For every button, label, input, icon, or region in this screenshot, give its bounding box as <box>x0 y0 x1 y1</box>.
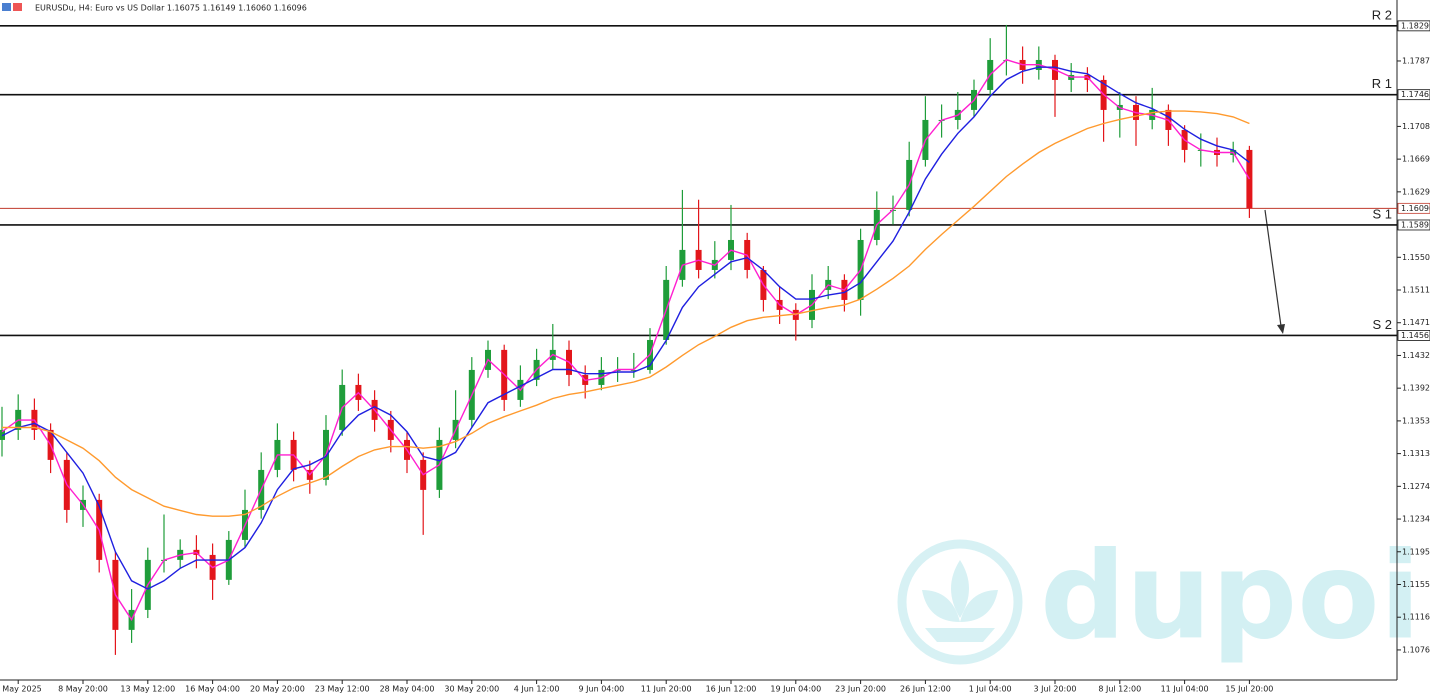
y-tick-label: 1.12740 <box>1402 482 1430 491</box>
x-tick-label: 28 May 04:00 <box>380 685 435 694</box>
y-tick-label: 1.16690 <box>1402 155 1430 164</box>
x-tick-label: 16 Jun 12:00 <box>706 685 757 694</box>
level-price-box <box>1397 89 1430 101</box>
y-tick-label: 1.12345 <box>1402 515 1430 524</box>
x-tick-label: 1 Jul 04:00 <box>969 685 1012 694</box>
level-price-box <box>1397 219 1430 231</box>
forecast-arrow-head <box>1277 324 1285 334</box>
moving-average-line <box>1 66 1250 590</box>
x-tick-label: 11 Jul 04:00 <box>1161 685 1209 694</box>
y-tick-label: 1.13530 <box>1402 416 1430 425</box>
current-price-box <box>1397 202 1430 214</box>
y-tick-label: 1.17085 <box>1402 122 1430 131</box>
y-tick-label: 1.13925 <box>1402 384 1430 393</box>
level-price-box <box>1397 20 1430 32</box>
forecast-arrow <box>1264 209 1282 327</box>
watermark: dupoin <box>1040 528 1430 667</box>
x-tick-label: 8 Jul 12:00 <box>1098 685 1141 694</box>
level-price-label: 1.18299 <box>1401 21 1430 30</box>
y-tick-label: 1.13135 <box>1402 449 1430 458</box>
level-label: S 2 <box>1372 317 1392 332</box>
level-label: R 2 <box>1372 7 1392 22</box>
x-tick-label: 23 Jun 20:00 <box>835 685 886 694</box>
candle-body <box>614 369 621 371</box>
watermark-logo <box>897 539 1023 665</box>
moving-average-line <box>1 58 1250 622</box>
candle-body <box>630 369 637 371</box>
y-tick-label: 1.15505 <box>1402 253 1430 262</box>
y-tick-label: 1.11950 <box>1402 547 1430 556</box>
x-tick-label: 23 May 12:00 <box>315 685 370 694</box>
level-price-label: 1.17468 <box>1401 90 1430 99</box>
y-tick-label: 1.11555 <box>1402 580 1430 589</box>
x-tick-label: 16 May 04:00 <box>185 685 240 694</box>
x-tick-label: 15 Jul 20:00 <box>1225 685 1273 694</box>
x-tick-label: 30 May 20:00 <box>444 685 499 694</box>
x-tick-label: 8 May 20:00 <box>58 685 108 694</box>
x-tick-label: 19 Jun 04:00 <box>770 685 821 694</box>
y-tick-label: 1.16295 <box>1402 187 1430 196</box>
x-tick-label: 11 Jun 20:00 <box>641 685 692 694</box>
y-tick-label: 1.14320 <box>1402 351 1430 360</box>
symbol-icon <box>13 3 22 11</box>
x-tick-label: 4 Jun 12:00 <box>514 685 560 694</box>
current-price-label: 1.16096 <box>1401 204 1430 213</box>
x-tick-label: 26 Jun 12:00 <box>900 685 951 694</box>
chart-title: EURUSDu, H4: Euro vs US Dollar 1.16075 1… <box>35 4 307 13</box>
x-tick-label: 6 May 2025 <box>0 685 42 694</box>
x-tick-label: 20 May 20:00 <box>250 685 305 694</box>
level-label: R 1 <box>1372 76 1392 91</box>
y-tick-label: 1.14715 <box>1402 318 1430 327</box>
x-tick-label: 9 Jun 04:00 <box>579 685 625 694</box>
y-tick-label: 1.15110 <box>1402 286 1430 295</box>
moving-average-line <box>2 110 1250 517</box>
symbol-icon <box>2 3 11 11</box>
y-tick-label: 1.17875 <box>1402 56 1430 65</box>
level-price-label: 1.15895 <box>1401 220 1430 229</box>
level-price-box <box>1397 330 1430 341</box>
plot-area: 1.17875 1.17085 1.16690 1.16295 1.15505 1.151… <box>0 7 1430 694</box>
candle-body <box>1246 149 1253 209</box>
y-tick-label: 1.10765 <box>1402 645 1430 654</box>
x-tick-label: 3 Jul 20:00 <box>1034 685 1077 694</box>
y-tick-label: 1.11160 <box>1402 613 1430 622</box>
level-label: S 1 <box>1372 206 1392 221</box>
x-tick-label: 13 May 12:00 <box>120 685 175 694</box>
level-price-label: 1.14562 <box>1401 331 1430 340</box>
